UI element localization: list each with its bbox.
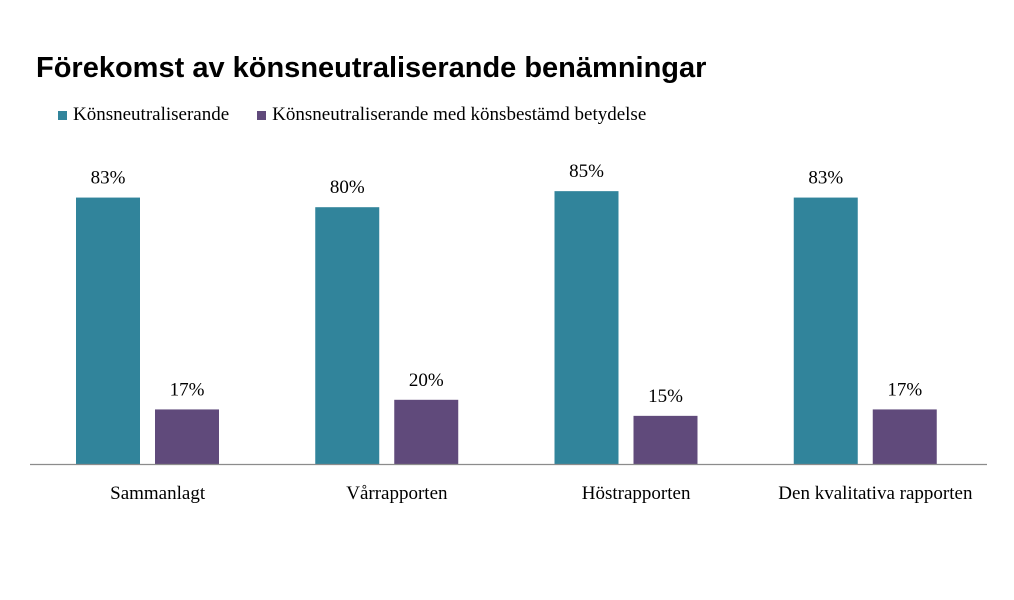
bar-series-1-4 xyxy=(793,197,858,464)
legend-swatch-series-2 xyxy=(257,110,267,120)
legend-label-series-1: Könsneutraliserande xyxy=(73,104,230,125)
bar-series-1-3 xyxy=(554,191,619,464)
x-tick-label-4: Den kvalitativa rapporten xyxy=(778,483,973,504)
x-tick-label-1: Sammanlagt xyxy=(110,483,206,504)
bar-series-2-2 xyxy=(394,399,459,464)
data-label-series-1-3: 85% xyxy=(569,161,604,182)
bar-series-1-1 xyxy=(76,197,140,464)
x-tick-label-2: Vårrapporten xyxy=(346,483,448,504)
legend-label-series-2: Könsneutraliserande med könsbestämd bety… xyxy=(272,104,647,125)
bar-series-1-2 xyxy=(315,207,380,464)
legend-item-series-2: Könsneutraliserande med könsbestämd bety… xyxy=(257,104,646,126)
data-label-series-2-4: 17% xyxy=(887,379,922,400)
x-tick-label-3: Höstrapporten xyxy=(582,483,691,504)
data-label-series-2-2: 20% xyxy=(409,370,444,391)
data-label-series-1-4: 83% xyxy=(808,168,843,189)
data-label-series-1-2: 80% xyxy=(330,177,365,198)
chart-title: Förekomst av könsneutraliserande benämni… xyxy=(36,52,707,84)
data-label-series-2-3: 15% xyxy=(648,386,683,407)
legend-swatch-series-1 xyxy=(58,110,67,120)
legend-item-series-1: Könsneutraliserande xyxy=(58,104,229,126)
bar-series-2-4 xyxy=(872,409,937,464)
data-label-series-2-1: 17% xyxy=(170,379,205,400)
bar-series-2-1 xyxy=(155,409,219,464)
bar-series-2-3 xyxy=(633,415,698,464)
legend: Könsneutraliserande Könsneutraliserande … xyxy=(58,104,674,126)
data-label-series-1-1: 83% xyxy=(91,168,126,189)
